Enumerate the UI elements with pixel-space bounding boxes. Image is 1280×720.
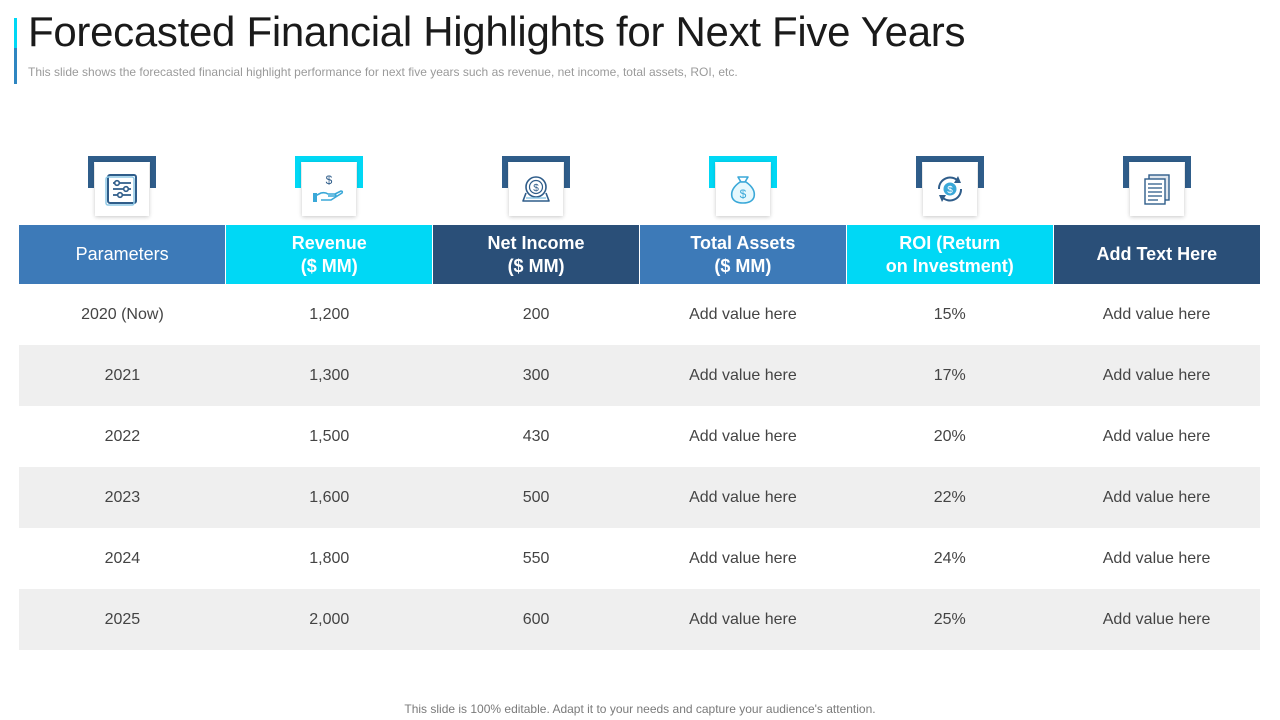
financial-highlights-table: Parameters Revenue ($ MM) Net Income ($ … bbox=[19, 225, 1260, 650]
cell-add-text: Add value here bbox=[1102, 549, 1211, 567]
header-total-assets: Total Assets ($ MM) bbox=[638, 225, 847, 284]
cell-parameter: 2020 (Now) bbox=[81, 305, 164, 323]
table-row: 2024 1,800 550 Add value here 24% Add va… bbox=[19, 528, 1260, 589]
cell-add-text: Add value here bbox=[1102, 427, 1211, 445]
cell-roi: 22% bbox=[846, 467, 1054, 528]
cell-parameter: 2024 bbox=[104, 549, 141, 567]
icon-slot-add-text bbox=[1123, 156, 1191, 218]
cell-roi: 20% bbox=[933, 427, 966, 445]
cell-revenue: 1,200 bbox=[309, 305, 350, 323]
cell-parameter: 2021 bbox=[19, 345, 226, 406]
cell-net-income: 200 bbox=[522, 305, 550, 323]
icon-slot-revenue: $ bbox=[295, 156, 363, 218]
cell-roi: 15% bbox=[933, 305, 966, 323]
cell-revenue: 1,800 bbox=[309, 549, 350, 567]
cell-total-assets: Add value here bbox=[689, 427, 797, 445]
cell-add-text: Add value here bbox=[1053, 345, 1260, 406]
table-row: 2025 2,000 600 Add value here 25% Add va… bbox=[19, 589, 1260, 650]
slide-subtitle: This slide shows the forecasted financia… bbox=[28, 65, 738, 79]
cell-revenue: 2,000 bbox=[225, 589, 433, 650]
table-row: 2023 1,600 500 Add value here 22% Add va… bbox=[19, 467, 1260, 528]
money-globe-icon: $ bbox=[522, 176, 550, 202]
cell-net-income: 550 bbox=[522, 549, 550, 567]
cell-roi: 24% bbox=[933, 549, 966, 567]
cell-add-text: Add value here bbox=[1102, 305, 1211, 323]
table-header-row: Parameters Revenue ($ MM) Net Income ($ … bbox=[19, 225, 1260, 284]
cell-revenue: 1,600 bbox=[225, 467, 433, 528]
cell-net-income: 500 bbox=[432, 467, 640, 528]
cell-add-text: Add value here bbox=[1053, 467, 1260, 528]
cell-parameter: 2025 bbox=[19, 589, 226, 650]
cell-roi: 25% bbox=[846, 589, 1054, 650]
icon-slot-total-assets: $ bbox=[709, 156, 777, 218]
cell-net-income: 600 bbox=[432, 589, 640, 650]
title-accent-bar bbox=[14, 18, 17, 84]
money-hand-icon: $ bbox=[313, 173, 344, 202]
table-row: 2020 (Now) 1,200 200 Add value here 15% … bbox=[19, 284, 1260, 345]
money-bag-icon: $ bbox=[730, 176, 756, 204]
header-revenue: Revenue ($ MM) bbox=[225, 225, 433, 284]
cell-total-assets: Add value here bbox=[689, 305, 797, 323]
sliders-icon bbox=[105, 174, 137, 206]
cell-parameter: 2022 bbox=[104, 427, 141, 445]
cell-add-text: Add value here bbox=[1053, 589, 1260, 650]
header-add-text: Add Text Here bbox=[1052, 225, 1260, 284]
header-roi: ROI (Return on Investment) bbox=[845, 225, 1054, 284]
table-row: 2022 1,500 430 Add value here 20% Add va… bbox=[19, 406, 1260, 467]
cell-parameter: 2023 bbox=[19, 467, 226, 528]
header-parameters: Parameters bbox=[19, 225, 226, 284]
header-net-income: Net Income ($ MM) bbox=[432, 225, 640, 284]
cell-net-income: 300 bbox=[432, 345, 640, 406]
table-row: 2021 1,300 300 Add value here 17% Add va… bbox=[19, 345, 1260, 406]
icon-slot-net-income: $ bbox=[502, 156, 570, 218]
cell-total-assets: Add value here bbox=[689, 549, 797, 567]
icon-slot-parameters bbox=[88, 156, 156, 218]
slide-title: Forecasted Financial Highlights for Next… bbox=[28, 8, 966, 55]
cell-net-income: 430 bbox=[522, 427, 550, 445]
svg-text:$: $ bbox=[947, 185, 953, 196]
slide-footer: This slide is 100% editable. Adapt it to… bbox=[404, 702, 876, 716]
documents-icon bbox=[1144, 174, 1170, 205]
svg-text:$: $ bbox=[740, 187, 747, 201]
cell-revenue: 1,500 bbox=[309, 427, 350, 445]
cell-revenue: 1,300 bbox=[225, 345, 433, 406]
cell-total-assets: Add value here bbox=[639, 589, 847, 650]
cell-total-assets: Add value here bbox=[639, 467, 847, 528]
column-icons-row: $ $ $ bbox=[19, 156, 1260, 218]
icon-slot-roi: $ bbox=[916, 156, 984, 218]
refresh-dollar-icon: $ bbox=[937, 176, 963, 202]
svg-text:$: $ bbox=[326, 173, 333, 187]
cell-roi: 17% bbox=[846, 345, 1054, 406]
cell-total-assets: Add value here bbox=[639, 345, 847, 406]
svg-text:$: $ bbox=[533, 183, 539, 194]
